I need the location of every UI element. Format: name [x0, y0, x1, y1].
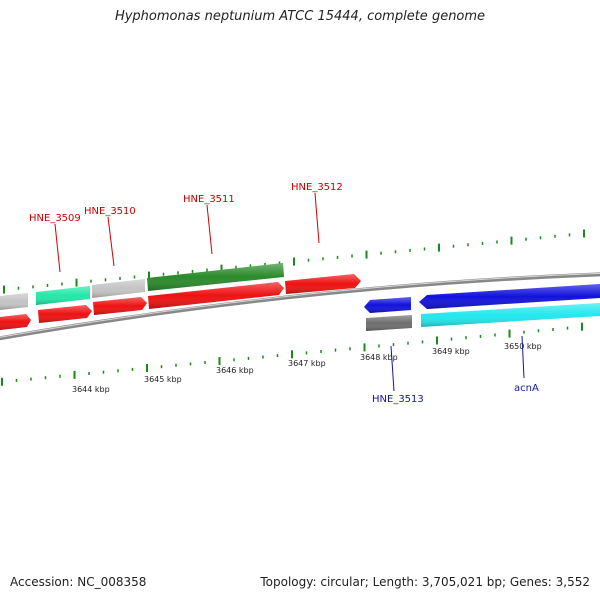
leader-line-hne-3509 [54, 223, 61, 273]
topology-summary: Topology: circular; Length: 3,705,021 bp… [260, 575, 590, 589]
forward-upper-track [0, 263, 284, 310]
leader-line-hne-3511 [206, 204, 213, 255]
leader-line-hne-3513 [390, 345, 395, 392]
gene-label-acna[interactable]: acnA [514, 383, 539, 394]
position-label-3645: 3645 kbp [144, 375, 182, 384]
accession-text: Accession: NC_008358 [10, 575, 147, 589]
map-title: Hyphomonas neptunium ATCC 15444, complet… [114, 9, 486, 24]
position-label-3646: 3646 kbp [216, 366, 254, 375]
position-label-3644: 3644 kbp [72, 385, 110, 394]
reverse-lower-track [366, 303, 600, 331]
forward-gene-labels: HNE_3509 HNE_3510 HNE_3511 HNE_3512 [29, 182, 343, 273]
gene-label-hne-3512[interactable]: HNE_3512 [291, 182, 343, 193]
leader-line-hne-3510 [107, 216, 115, 267]
leader-line-acna [521, 335, 525, 379]
reverse-upper-track [364, 284, 600, 313]
genome-backbone [0, 272, 600, 341]
inner-tick-ring [1, 322, 583, 386]
reverse-gene-labels: HNE_3513 acnA [372, 335, 539, 405]
gene-label-hne-3509[interactable]: HNE_3509 [29, 213, 81, 224]
gene-label-hne-3510[interactable]: HNE_3510 [84, 206, 136, 217]
position-labels: 3644 kbp 3645 kbp 3646 kbp 3647 kbp 3648… [72, 342, 542, 394]
gene-label-hne-3513[interactable]: HNE_3513 [372, 394, 424, 405]
leader-line-hne-3512 [314, 192, 320, 244]
forward-lower-track [0, 274, 361, 330]
gene-label-hne-3511[interactable]: HNE_3511 [183, 194, 235, 205]
position-label-3649: 3649 kbp [432, 347, 470, 356]
genome-backbone-highlight [0, 272, 600, 338]
position-label-3648: 3648 kbp [360, 353, 398, 362]
position-label-3647: 3647 kbp [288, 359, 326, 368]
